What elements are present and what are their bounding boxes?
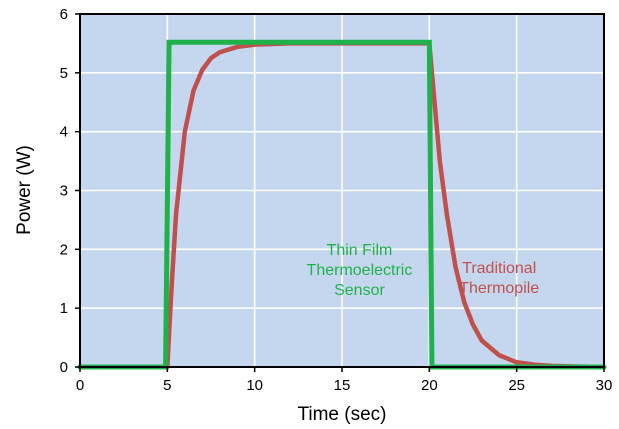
y-tick-label: 6 xyxy=(60,6,68,23)
annotation-traditional-thermopile: Traditional xyxy=(462,260,536,277)
annotation-thin-film-sensor: Sensor xyxy=(334,282,385,299)
annotations: Thin Film Thermoelectric Sensor Traditional… xyxy=(307,242,540,299)
y-tick-label: 1 xyxy=(60,300,68,317)
x-tick-label: 10 xyxy=(246,377,263,394)
y-axis-title: Power (W) xyxy=(14,145,35,235)
y-tick-label: 0 xyxy=(60,359,68,376)
y-tick-label: 4 xyxy=(60,124,68,141)
x-tick-label: 5 xyxy=(163,377,171,394)
x-tick-label: 30 xyxy=(596,377,613,394)
x-tick-label: 25 xyxy=(508,377,525,394)
y-axis-ticks: 0 1 2 3 4 5 6 xyxy=(60,6,80,376)
annotation-thin-film-sensor: Thermoelectric xyxy=(307,262,413,279)
y-tick-label: 2 xyxy=(60,241,68,258)
x-tick-label: 15 xyxy=(334,377,351,394)
y-tick-label: 3 xyxy=(60,183,68,200)
annotation-thin-film-sensor: Thin Film xyxy=(327,242,393,259)
x-tick-label: 0 xyxy=(76,377,84,394)
x-axis-ticks: 0 5 10 15 20 25 30 xyxy=(76,367,613,394)
x-tick-label: 20 xyxy=(421,377,438,394)
x-axis-title: Time (sec) xyxy=(297,404,386,425)
annotation-traditional-thermopile: Thermopile xyxy=(459,280,539,297)
y-tick-label: 5 xyxy=(60,65,68,82)
